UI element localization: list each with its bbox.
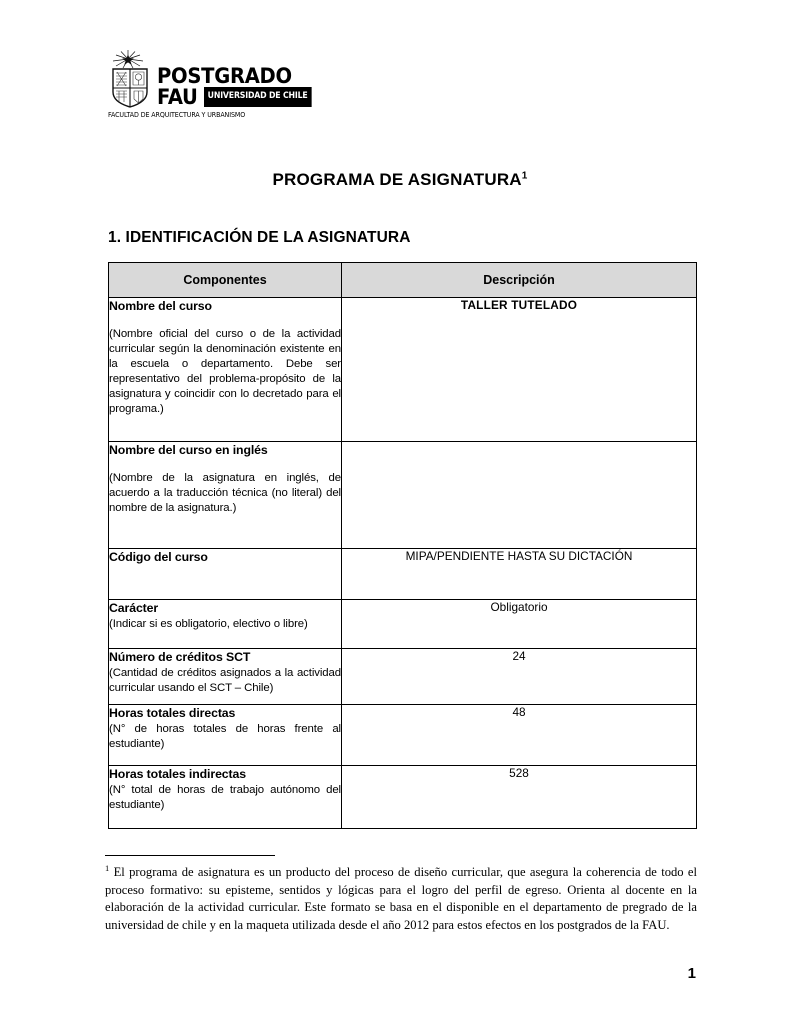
logo-line-fau-row: FAU UNIVERSIDAD DE CHILE (157, 85, 320, 109)
componente-hint: (Nombre oficial del curso o de la activi… (109, 328, 341, 415)
identificacion-table: Componentes Descripción Nombre del curso… (108, 262, 697, 829)
componente-hint: (Indicar si es obligatorio, electivo o l… (109, 618, 308, 630)
componente-hint: (Nombre de la asignatura en inglés, de a… (109, 472, 341, 514)
table-row: Nombre del curso en inglés (Nombre de la… (108, 441, 697, 549)
cell-descripcion[interactable]: TALLER TUTELADO (341, 297, 697, 442)
descripcion-value: TALLER TUTELADO (460, 298, 578, 312)
table-header-row: Componentes Descripción (108, 262, 697, 298)
descripcion-value: 24 (512, 649, 526, 663)
page-title: PROGRAMA DE ASIGNATURA1 (0, 170, 800, 190)
cell-descripcion[interactable]: 24 (341, 648, 697, 705)
descripcion-value: MIPA/PENDIENTE HASTA SU DICTACIÓN (405, 549, 633, 563)
header-descripcion: Descripción (341, 262, 697, 298)
cell-componente: Horas totales directas (N° de horas tota… (108, 704, 342, 766)
logo-line-postgrado: POSTGRADO (157, 64, 292, 88)
footnote-marker: 1 (105, 862, 110, 873)
componente-label: Nombre del curso (109, 299, 212, 313)
componente-hint: (N° de horas totales de horas frente al … (109, 723, 341, 750)
componente-hint: (N° total de horas de trabajo autónomo d… (109, 784, 341, 811)
logo-line-fau: FAU (157, 85, 198, 109)
table-row: Horas totales indirectas (N° total de ho… (108, 765, 697, 829)
descripcion-value: Obligatorio (490, 600, 548, 614)
componente-label: Número de créditos SCT (109, 650, 251, 664)
university-crest-icon (108, 50, 152, 108)
title-footnote-marker: 1 (521, 170, 528, 182)
cell-descripcion[interactable]: 528 (341, 765, 697, 829)
cell-componente: Número de créditos SCT (Cantidad de créd… (108, 648, 342, 705)
componente-label: Horas totales indirectas (109, 767, 247, 781)
logo-universidad-badge: UNIVERSIDAD DE CHILE (203, 87, 311, 107)
cell-descripcion[interactable]: MIPA/PENDIENTE HASTA SU DICTACIÓN (341, 548, 697, 600)
postgrado-fau-logo: POSTGRADO FAU UNIVERSIDAD DE CHILE FACUL… (108, 50, 368, 119)
cell-componente: Nombre del curso (Nombre oficial del cur… (108, 297, 342, 442)
cell-componente: Horas totales indirectas (N° total de ho… (108, 765, 342, 829)
table-row: Carácter (Indicar si es obligatorio, ele… (108, 599, 697, 649)
cell-componente: Carácter (Indicar si es obligatorio, ele… (108, 599, 342, 649)
table-row: Número de créditos SCT (Cantidad de créd… (108, 648, 697, 705)
footnote: 1 El programa de asignatura es un produc… (105, 864, 697, 934)
logo-faculty-line: FACULTAD DE ARQUITECTURA Y URBANISMO (108, 111, 246, 119)
page-title-text: PROGRAMA DE ASIGNATURA (272, 170, 522, 189)
footnote-separator (105, 855, 275, 856)
descripcion-value: 528 (509, 766, 529, 780)
table-row: Horas totales directas (N° de horas tota… (108, 704, 697, 766)
cell-componente: Nombre del curso en inglés (Nombre de la… (108, 441, 342, 549)
logo-main-row: POSTGRADO FAU UNIVERSIDAD DE CHILE (108, 50, 368, 108)
componente-label: Horas totales directas (109, 706, 236, 720)
page-number: 1 (687, 965, 696, 982)
header-componentes: Componentes (108, 262, 342, 298)
componente-hint: (Cantidad de créditos asignados a la act… (109, 667, 341, 694)
componente-label: Código del curso (109, 550, 208, 564)
cell-descripcion[interactable]: 48 (341, 704, 697, 766)
footnote-text: El programa de asignatura es un producto… (105, 865, 698, 932)
cell-descripcion[interactable]: Obligatorio (341, 599, 697, 649)
table-row: Nombre del curso (Nombre oficial del cur… (108, 297, 697, 442)
descripcion-value: 48 (512, 705, 526, 719)
componente-label: Carácter (109, 601, 159, 615)
componente-label: Nombre del curso en inglés (109, 443, 268, 457)
logo-wordmark: POSTGRADO FAU UNIVERSIDAD DE CHILE (157, 66, 320, 108)
cell-descripcion[interactable] (341, 441, 697, 549)
table-row: Código del curso MIPA/PENDIENTE HASTA SU… (108, 548, 697, 600)
section-heading: 1. IDENTIFICACIÓN DE LA ASIGNATURA (108, 229, 411, 246)
cell-componente: Código del curso (108, 548, 342, 600)
